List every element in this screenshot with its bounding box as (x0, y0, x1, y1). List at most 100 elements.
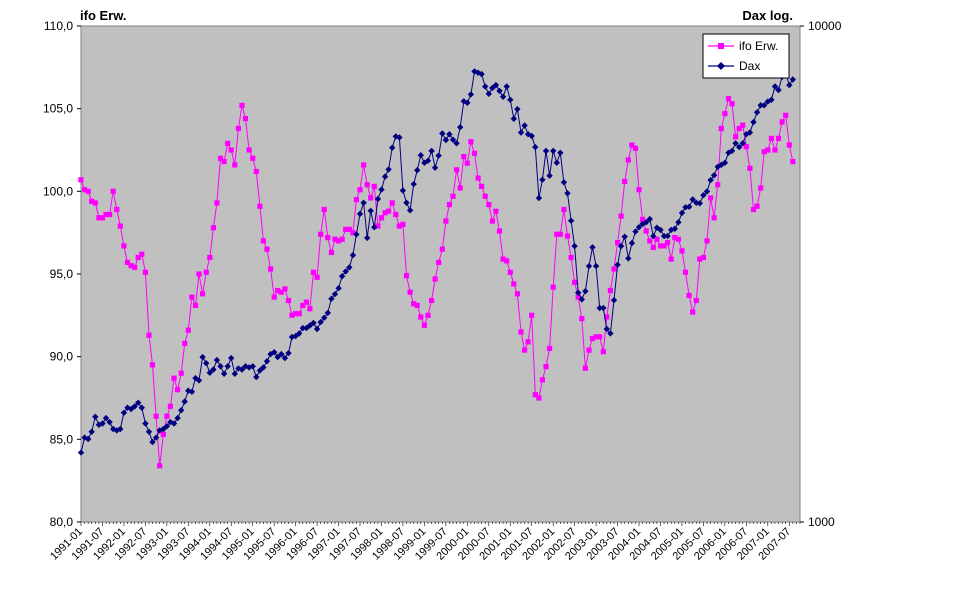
dax-point (338, 273, 346, 280)
ifo-point (361, 162, 367, 168)
dax-point (510, 115, 517, 122)
legend-box (702, 33, 790, 79)
ifo-point (336, 238, 342, 244)
ifo-point (786, 142, 792, 148)
ifo-point (375, 223, 381, 229)
ifo-point (675, 236, 681, 242)
ifo-point (343, 226, 349, 232)
ifo-point (486, 202, 492, 208)
ifo-point (783, 112, 789, 118)
dax-point (585, 262, 593, 270)
dax-point (238, 366, 246, 373)
ifo-point (117, 223, 123, 229)
dax-point (564, 190, 571, 197)
ifo-point (661, 243, 667, 249)
ifo-point (171, 375, 177, 381)
ifo-point (268, 266, 274, 272)
ifo-point (747, 165, 753, 171)
dax-point (685, 203, 693, 210)
dax-point (310, 319, 317, 327)
ifo-point (647, 238, 653, 244)
ifo-point (96, 215, 102, 221)
ifo-point (464, 160, 470, 166)
dax-point (253, 373, 260, 381)
ifo-point (693, 297, 699, 304)
dax-point (592, 262, 600, 270)
plot-area (80, 25, 801, 523)
ifo-point (586, 347, 592, 353)
ifo-point (103, 211, 109, 218)
dax-point (643, 219, 650, 226)
ifo-point (743, 144, 749, 150)
ifo-point (203, 269, 209, 275)
dax-point (331, 290, 339, 298)
ifo-point (779, 119, 785, 125)
dax-point (403, 199, 410, 206)
dax-point (628, 239, 636, 247)
ifo-point (178, 370, 184, 376)
dax-point (174, 414, 181, 422)
ifo-point (200, 291, 206, 297)
ifo-point (722, 111, 728, 117)
ifo-point (396, 223, 402, 229)
ifo-point (479, 183, 485, 189)
ifo-point (700, 254, 706, 261)
dax-point (736, 143, 743, 151)
ifo-point (332, 236, 338, 242)
ifo-point (250, 155, 256, 161)
ifo-point (708, 195, 714, 201)
dax-point (317, 318, 324, 326)
dax-point (650, 232, 657, 240)
right-axis-title: Dax log. (742, 8, 793, 23)
ifo-point (293, 311, 299, 317)
ifo-point (768, 135, 774, 141)
ifo-point (232, 162, 238, 168)
ifo-point (357, 187, 363, 193)
ifo-point (511, 281, 517, 287)
ifo-point (679, 248, 685, 254)
dax-point (374, 195, 382, 203)
ifo-point (711, 215, 717, 221)
dax-point (217, 363, 224, 370)
dax-point (188, 388, 196, 395)
dax-point (99, 420, 106, 427)
dax-point (364, 234, 371, 242)
ifo-point (185, 327, 191, 333)
dax-point (557, 149, 564, 156)
dax-point (449, 136, 457, 143)
ifo-point (350, 230, 356, 236)
ifo-point (754, 203, 760, 209)
ifo-point (536, 395, 542, 401)
ifo-point (85, 188, 91, 194)
dax-point (142, 420, 149, 427)
ifo-point (715, 182, 721, 188)
ifo-point (246, 147, 252, 153)
dax-point (442, 136, 450, 144)
dax-point (228, 354, 235, 362)
ifo-point (214, 200, 220, 206)
dax-point (632, 228, 639, 235)
ifo-point (665, 240, 671, 246)
dax-point (446, 131, 453, 138)
dax-point (396, 134, 403, 141)
ifo-point (139, 251, 145, 257)
ifo-point (729, 101, 735, 107)
ifo-point (425, 312, 431, 318)
dax-point (110, 425, 117, 433)
dax-point (431, 164, 439, 171)
dax-point (435, 152, 442, 159)
dax-point (385, 166, 392, 173)
ifo-point (636, 187, 642, 193)
ifo-point (543, 364, 549, 370)
ifo-point (525, 339, 531, 345)
y-left-tick-label: 80,0 (50, 515, 74, 529)
dax-point (657, 226, 664, 234)
ifo-point (353, 197, 359, 203)
dax-point (324, 309, 331, 317)
ifo-point (135, 254, 141, 261)
ifo-point (157, 463, 163, 469)
dax-point (492, 81, 500, 89)
ifo-point (78, 177, 84, 183)
dax-point (771, 83, 779, 90)
ifo-point (575, 294, 581, 300)
